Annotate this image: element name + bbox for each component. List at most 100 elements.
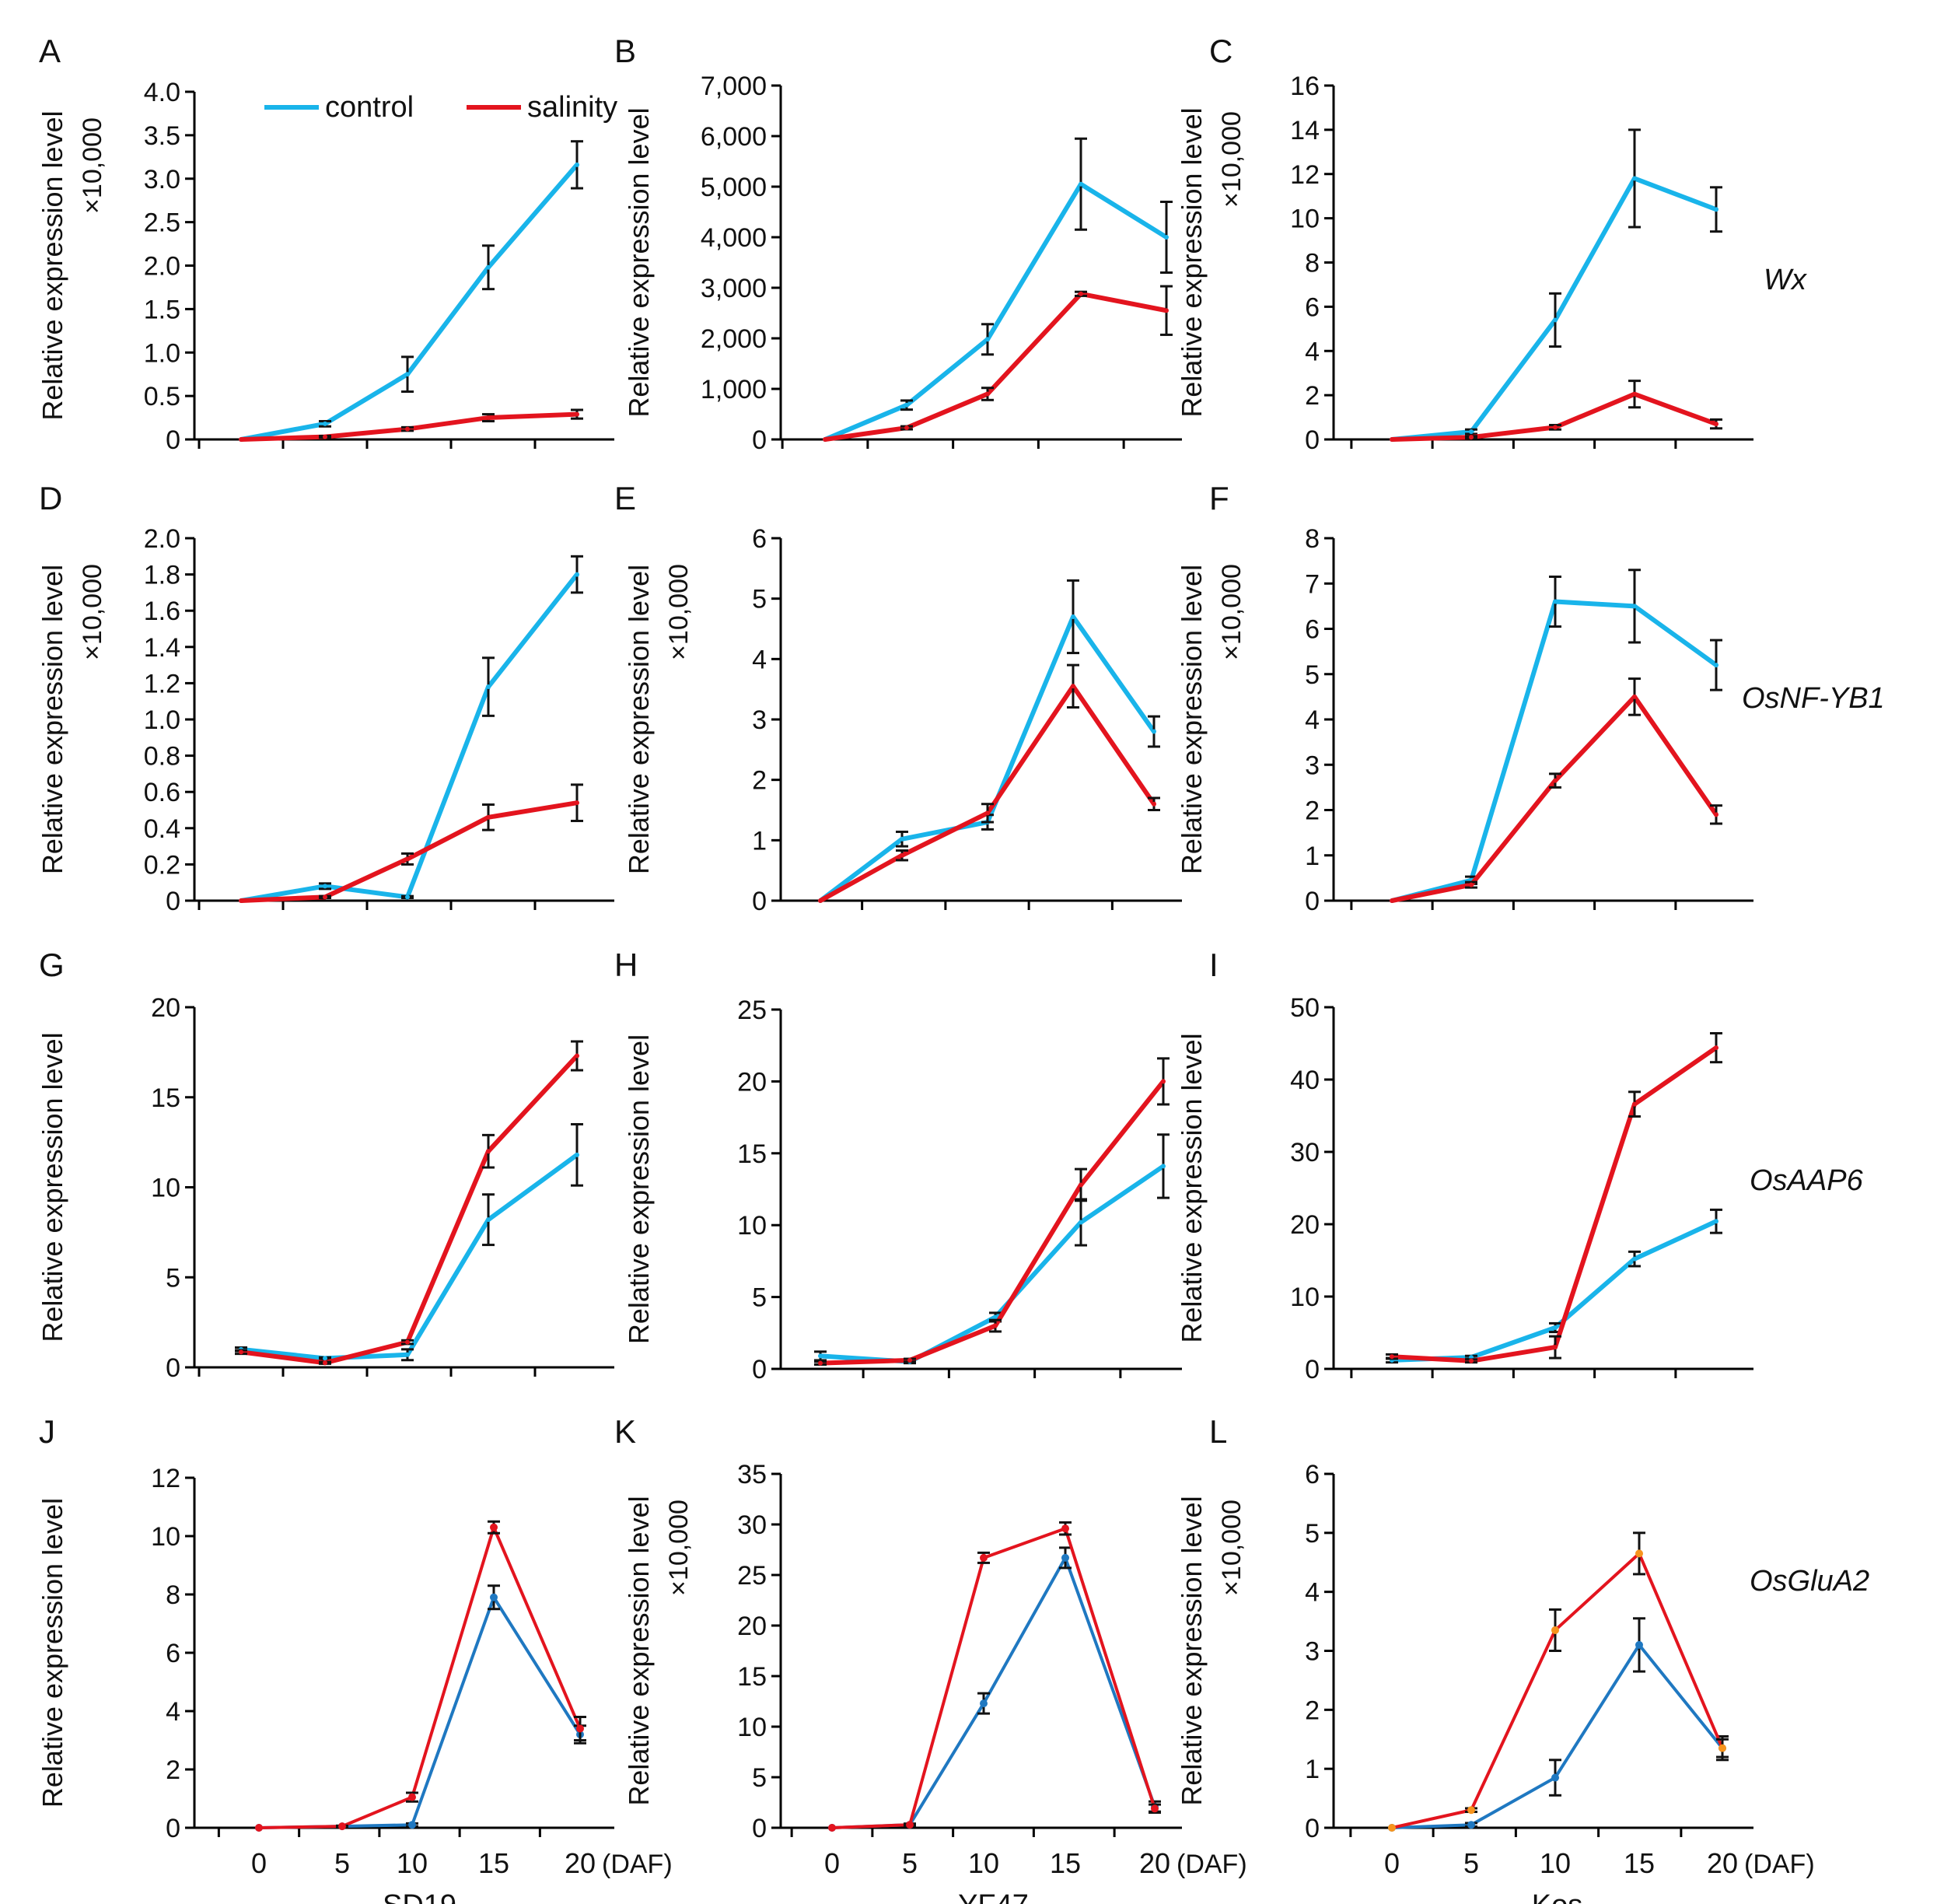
- y-axis-label: Relative expression level: [623, 1034, 655, 1344]
- y-tick-label: 35: [737, 1460, 767, 1489]
- data-point-salinity: [405, 426, 410, 432]
- data-point-control: [1061, 1553, 1069, 1562]
- data-point-salinity: [323, 1360, 327, 1366]
- y-tick-label: 4: [1305, 1578, 1320, 1608]
- data-point-salinity: [239, 1349, 243, 1355]
- y-tick-label: 0: [1305, 1355, 1320, 1384]
- data-point-salinity: [828, 1824, 836, 1832]
- data-point-salinity: [323, 894, 327, 900]
- data-point-salinity: [1388, 1824, 1396, 1832]
- y-tick-label: 5: [752, 585, 767, 614]
- y-tick-label: 1.6: [144, 597, 180, 626]
- data-point-control: [1161, 1164, 1166, 1169]
- data-point-salinity: [1469, 882, 1474, 887]
- data-point-salinity: [1718, 1744, 1726, 1752]
- data-point-control: [1632, 604, 1637, 609]
- data-point-salinity: [1467, 1806, 1475, 1815]
- data-point-salinity: [1079, 1182, 1083, 1188]
- y-tick-label: 0: [166, 1353, 180, 1383]
- y-tick-label: 8: [1305, 524, 1320, 554]
- y-tick-label: 20: [737, 1612, 767, 1641]
- y-tick-label: 0.8: [144, 742, 180, 772]
- y-axis-label: Relative expression level: [623, 1496, 655, 1805]
- data-point-control: [405, 372, 410, 377]
- data-point-salinity: [1061, 1524, 1069, 1533]
- data-point-salinity: [576, 1724, 584, 1733]
- data-point-salinity: [486, 814, 491, 820]
- y-tick-label: 1.8: [144, 561, 180, 590]
- y-tick-label: 2: [1305, 381, 1320, 411]
- panel-letter-k: K: [614, 1413, 636, 1450]
- x-axis-label: YF47: [958, 1889, 1029, 1904]
- data-point-salinity: [1632, 694, 1637, 699]
- data-point-control: [1152, 729, 1156, 734]
- y-tick-label: 25: [737, 1561, 767, 1591]
- y-tick-label: 6: [752, 524, 767, 554]
- chart-panel-c: C 0 2 4 6 8 10 12 14 16 Relative expression level ×…: [1176, 33, 1753, 455]
- x-tick-label: 20: [565, 1847, 596, 1879]
- y-tick-label: 1.0: [144, 705, 180, 735]
- y-tick-label: 5: [166, 1263, 180, 1293]
- y-tick-label: 20: [737, 1067, 767, 1097]
- y-tick-label: 0: [166, 425, 180, 455]
- y-tick-label: 7,000: [701, 72, 767, 101]
- y-tick-label: 1.0: [144, 338, 180, 368]
- y-tick-label: 1: [752, 826, 767, 856]
- y-tick-label: 2: [752, 766, 767, 796]
- series-line-control: [240, 572, 579, 903]
- series-line-control: [823, 181, 1168, 442]
- chart-panel-i: I 0 10 20 30 40 50 Relative expression level: [1176, 947, 1753, 1384]
- y-tick-label: 2.0: [144, 252, 180, 282]
- y-tick-label: 5: [1305, 660, 1320, 690]
- y-axis-unit: ×10,000: [1217, 111, 1246, 208]
- chart-panel-l: L 0 1 2 3 4 5 6 Relative expression level ×10,000…: [1176, 1413, 1815, 1904]
- y-tick-label: 50: [1290, 993, 1320, 1023]
- y-tick-label: 6: [1305, 292, 1320, 322]
- chart-panel-g: G 0 5 10 15 20 Relative expression level: [37, 947, 614, 1383]
- y-tick-label: 10: [737, 1211, 767, 1241]
- y-axis-label: Relative expression level: [37, 110, 68, 420]
- data-point-salinity: [1390, 437, 1394, 442]
- y-axis-unit: ×10,000: [664, 1500, 694, 1596]
- y-tick-label: 6: [166, 1639, 180, 1668]
- y-tick-label: 10: [151, 1522, 180, 1552]
- y-tick-label: 1: [1305, 1755, 1320, 1784]
- y-tick-label: 4.0: [144, 78, 180, 107]
- legend: control salinity: [264, 84, 638, 131]
- legend-item-control: control: [264, 84, 414, 131]
- data-point-salinity: [255, 1824, 263, 1832]
- data-point-salinity: [993, 1323, 998, 1328]
- series-line-control: [240, 163, 579, 442]
- series-line-control: [819, 614, 1156, 903]
- data-point-salinity: [1635, 1549, 1643, 1558]
- data-point-control: [1635, 1640, 1643, 1649]
- data-point-salinity: [823, 437, 827, 442]
- data-point-control: [900, 836, 904, 842]
- y-tick-label: 3,000: [701, 274, 767, 303]
- y-tick-label: 40: [1290, 1066, 1320, 1095]
- data-point-salinity: [486, 1149, 491, 1154]
- y-tick-label: 3: [752, 705, 767, 735]
- y-tick-label: 0: [1305, 1814, 1320, 1843]
- y-axis-unit: ×10,000: [78, 564, 107, 660]
- x-axis-unit: (DAF): [1744, 1850, 1815, 1879]
- y-axis-unit: ×10,000: [664, 564, 694, 660]
- data-point-control: [1467, 1821, 1475, 1829]
- series-line-salinity: [1391, 1552, 1724, 1829]
- data-point-salinity: [907, 1357, 912, 1363]
- y-tick-label: 3.5: [144, 121, 180, 151]
- y-tick-label: 0: [752, 1355, 767, 1384]
- data-point-control: [1071, 614, 1075, 619]
- data-point-salinity: [1152, 801, 1156, 807]
- y-tick-label: 0.4: [144, 814, 180, 844]
- data-point-salinity: [1469, 1358, 1474, 1363]
- y-tick-label: 3: [1305, 1637, 1320, 1667]
- legend-label-salinity: salinity: [527, 91, 618, 124]
- y-tick-label: 2.5: [144, 208, 180, 238]
- data-point-control: [1553, 1325, 1558, 1330]
- data-point-control: [1553, 317, 1558, 323]
- x-tick-label: 0: [1384, 1847, 1400, 1879]
- data-point-salinity: [405, 1339, 410, 1345]
- panel-letter-a: A: [39, 33, 61, 69]
